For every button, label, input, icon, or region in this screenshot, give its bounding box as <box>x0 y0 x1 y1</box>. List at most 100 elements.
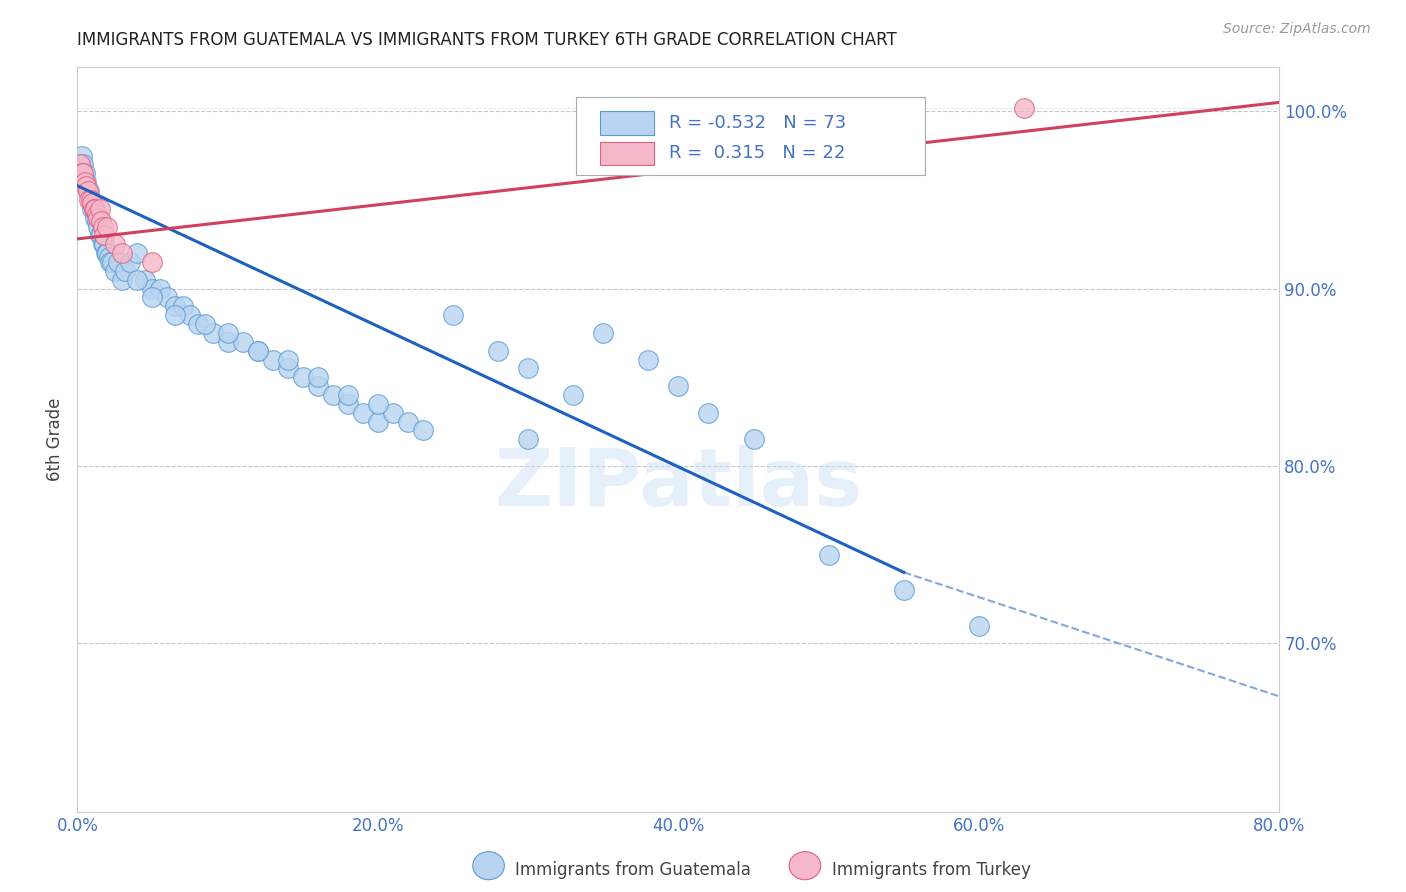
Point <box>101 255 124 269</box>
Point <box>73 175 96 189</box>
Point <box>72 157 94 171</box>
Point <box>79 193 101 207</box>
Point <box>1012 101 1035 115</box>
Point <box>104 237 127 252</box>
Point <box>86 207 108 221</box>
Text: R = -0.532   N = 73: R = -0.532 N = 73 <box>669 114 846 132</box>
Text: R =  0.315   N = 22: R = 0.315 N = 22 <box>669 145 845 162</box>
Point <box>262 352 284 367</box>
Point <box>90 228 112 243</box>
FancyBboxPatch shape <box>576 96 925 175</box>
Point <box>562 388 585 402</box>
Point <box>163 308 186 322</box>
Point <box>277 361 299 376</box>
Point <box>141 255 163 269</box>
Bar <box>600 112 654 135</box>
Point <box>73 166 96 180</box>
Point <box>232 334 254 349</box>
Point <box>141 290 163 304</box>
Point <box>83 202 105 216</box>
Point <box>82 196 104 211</box>
Point <box>114 264 136 278</box>
Text: Source: ZipAtlas.com: Source: ZipAtlas.com <box>1223 22 1371 37</box>
Point <box>72 166 94 180</box>
Text: ZIPatlas: ZIPatlas <box>495 445 862 523</box>
Point <box>94 246 117 260</box>
Point <box>75 175 97 189</box>
Circle shape <box>789 852 821 880</box>
Point <box>96 246 118 260</box>
Point <box>104 264 127 278</box>
Point <box>967 618 990 632</box>
Point <box>111 273 134 287</box>
Point <box>517 432 540 446</box>
Point <box>156 290 179 304</box>
Point <box>80 193 103 207</box>
Point <box>201 326 224 340</box>
Point <box>367 397 389 411</box>
Point <box>217 326 239 340</box>
Point <box>70 148 93 162</box>
Point <box>179 308 201 322</box>
Point <box>87 219 110 234</box>
Point <box>107 255 129 269</box>
Point <box>336 388 359 402</box>
Point <box>187 317 209 331</box>
Point <box>127 246 149 260</box>
Point <box>396 415 419 429</box>
Point <box>111 246 134 260</box>
Point <box>86 214 108 228</box>
Point <box>97 250 120 264</box>
Text: Immigrants from Guatemala: Immigrants from Guatemala <box>515 861 751 879</box>
Point <box>592 326 614 340</box>
Point <box>412 424 434 438</box>
Point <box>163 299 186 313</box>
Point <box>367 415 389 429</box>
Point <box>668 379 690 393</box>
Point <box>89 202 111 216</box>
Point <box>893 582 915 597</box>
Circle shape <box>472 852 505 880</box>
Point <box>217 334 239 349</box>
Point <box>441 308 464 322</box>
Point <box>817 548 839 562</box>
Bar <box>600 142 654 165</box>
Point <box>134 273 156 287</box>
Point <box>172 299 194 313</box>
Text: IMMIGRANTS FROM GUATEMALA VS IMMIGRANTS FROM TURKEY 6TH GRADE CORRELATION CHART: IMMIGRANTS FROM GUATEMALA VS IMMIGRANTS … <box>77 31 897 49</box>
Point <box>100 255 122 269</box>
Point <box>637 352 659 367</box>
Point <box>381 406 404 420</box>
Point <box>486 343 509 358</box>
Point <box>82 202 104 216</box>
Point <box>80 193 103 207</box>
Point <box>96 219 118 234</box>
Point <box>84 211 107 225</box>
Text: Immigrants from Turkey: Immigrants from Turkey <box>832 861 1031 879</box>
Point <box>246 343 269 358</box>
Point <box>307 370 329 384</box>
Point <box>336 397 359 411</box>
Point <box>194 317 217 331</box>
Point <box>84 202 107 216</box>
Point <box>742 432 765 446</box>
Point <box>90 214 112 228</box>
Point <box>93 228 115 243</box>
Point <box>91 237 114 252</box>
Point <box>307 379 329 393</box>
Point <box>76 184 98 198</box>
Point <box>322 388 344 402</box>
Point <box>76 184 98 198</box>
Point <box>291 370 314 384</box>
Point <box>89 228 111 243</box>
Point <box>79 184 101 198</box>
Point <box>352 406 374 420</box>
Y-axis label: 6th Grade: 6th Grade <box>46 398 65 481</box>
Point <box>70 166 93 180</box>
Point <box>118 255 141 269</box>
Point <box>149 282 172 296</box>
Point <box>517 361 540 376</box>
Point <box>69 157 91 171</box>
Point <box>91 219 114 234</box>
Point <box>127 273 149 287</box>
